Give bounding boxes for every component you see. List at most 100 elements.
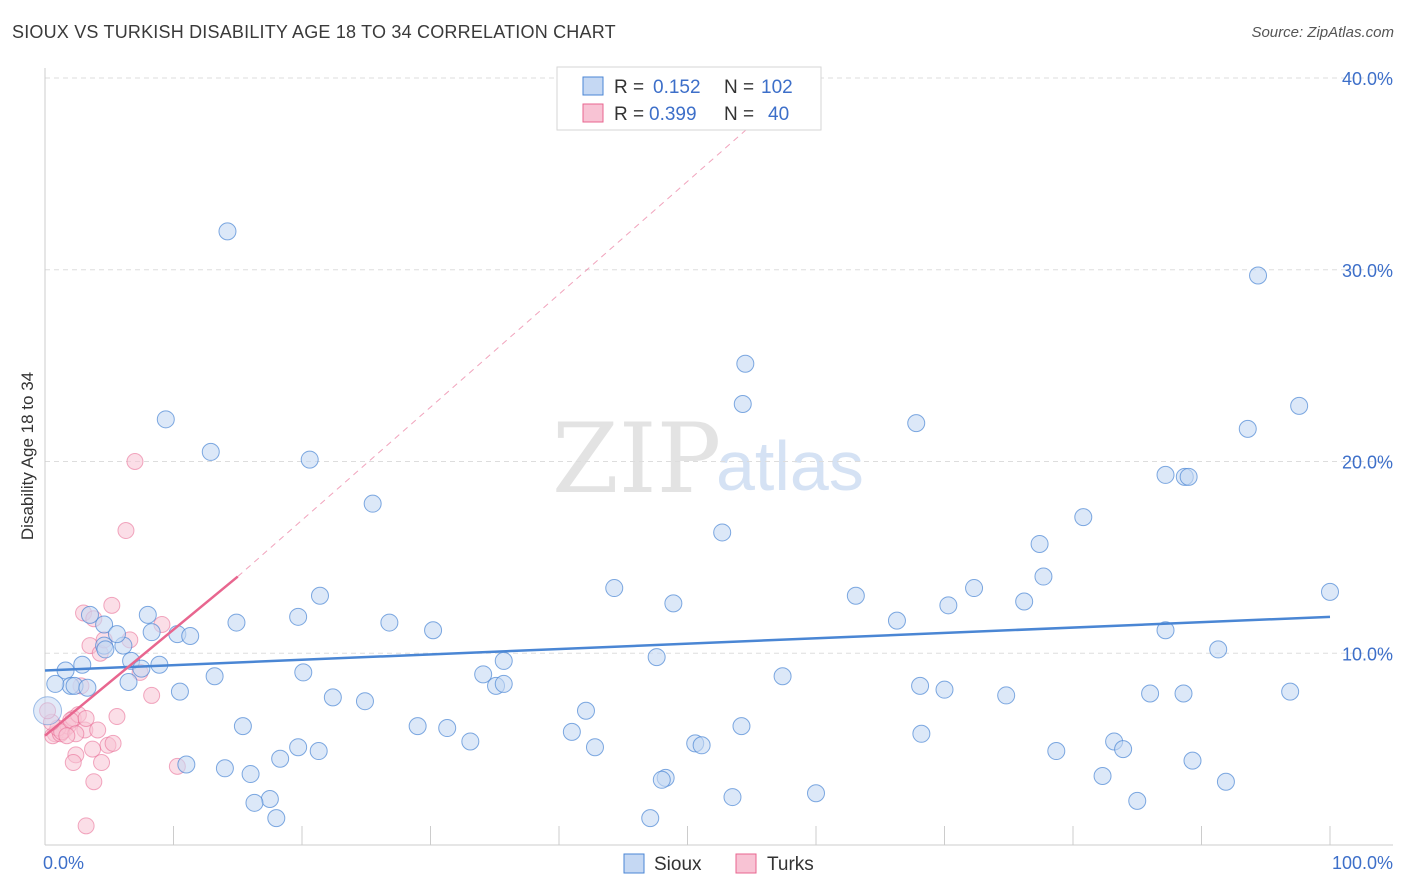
legend-r-value-sioux: 0.152: [653, 77, 701, 98]
bottom-legend-label-sioux: Sioux: [654, 854, 702, 875]
sioux-point: [156, 410, 175, 429]
sioux-point: [1183, 751, 1202, 770]
turks-point: [104, 734, 122, 752]
sioux-point: [562, 722, 581, 741]
turks-point: [117, 522, 135, 540]
turks-point: [58, 727, 76, 745]
sioux-point: [1281, 682, 1300, 701]
sioux-point: [380, 613, 399, 632]
bottom-legend-swatch-turks: [735, 853, 757, 874]
sioux-point: [245, 793, 264, 812]
turks-point: [77, 817, 95, 835]
sioux-point: [807, 784, 825, 803]
turks-trend-extension: [237, 68, 817, 577]
watermark-zip: ZIP: [552, 403, 721, 515]
sioux-point: [227, 613, 246, 632]
sioux-point: [733, 394, 752, 413]
sioux-point: [1290, 396, 1309, 415]
sioux-point: [271, 749, 290, 768]
sioux-point: [494, 651, 513, 670]
y-tick-label: 20.0%: [1342, 453, 1393, 473]
sioux-point: [96, 640, 115, 659]
turks-point: [108, 708, 126, 726]
sioux-point: [939, 596, 958, 615]
sioux-point: [408, 717, 427, 736]
sioux-point: [241, 765, 260, 784]
sioux-point: [773, 667, 792, 686]
sioux-point: [95, 615, 114, 634]
sioux-point: [605, 579, 624, 598]
y-tick-label: 10.0%: [1342, 644, 1393, 664]
bottom-legend: Sioux Turks: [623, 853, 814, 875]
sioux-point: [1034, 567, 1053, 586]
sioux-point: [201, 442, 220, 461]
y-tick-label: 40.0%: [1342, 69, 1393, 89]
legend-n-label-sioux: N =: [724, 77, 754, 98]
sioux-point: [355, 692, 374, 711]
sioux-point: [474, 665, 493, 684]
sioux-point: [1015, 592, 1034, 611]
sioux-point: [1128, 791, 1147, 810]
sioux-point: [736, 354, 755, 373]
sioux-point: [233, 717, 252, 736]
y-tick-label: 30.0%: [1342, 261, 1393, 281]
source-credit: Source: ZipAtlas.com: [1251, 24, 1394, 41]
sioux-point: [846, 586, 865, 605]
sioux-point: [907, 414, 926, 433]
turks-point: [84, 740, 102, 758]
turks-point: [77, 709, 95, 727]
sioux-point: [218, 222, 237, 241]
trend-lines: [44, 68, 1331, 737]
sioux-point: [289, 607, 308, 626]
legend-r-label-turks: R =: [614, 104, 644, 125]
sioux-point: [912, 724, 931, 743]
sioux-point: [494, 674, 513, 693]
sioux-point: [260, 789, 279, 808]
sioux-point: [692, 736, 711, 755]
sioux-point: [1047, 742, 1066, 761]
sioux-point: [323, 688, 342, 707]
sioux-point: [1209, 640, 1228, 659]
sioux-point: [1216, 772, 1235, 791]
sioux-series: [33, 222, 1339, 828]
x-tick-label-max: 100.0%: [1332, 853, 1393, 873]
sioux-point: [1321, 582, 1339, 601]
sioux-point: [177, 755, 196, 774]
legend-r-value-turks: 0.399: [649, 104, 697, 125]
sioux-point: [142, 623, 161, 642]
sioux-point: [138, 605, 157, 624]
sioux-point: [887, 611, 906, 630]
legend: R = 0.152 N = 102 R = 0.399 N = 40: [556, 66, 822, 131]
legend-r-label-sioux: R =: [614, 77, 644, 98]
y-axis-label: Disability Age 18 to 34: [18, 372, 37, 540]
sioux-point: [181, 626, 200, 645]
sioux-point: [664, 594, 683, 613]
sioux-point: [1030, 534, 1049, 553]
sioux-point: [309, 742, 328, 761]
y-tick-labels: 10.0% 20.0% 30.0% 40.0%: [1342, 69, 1393, 664]
turks-point: [103, 596, 121, 614]
sioux-point: [652, 770, 671, 789]
chart-title: SIOUX VS TURKISH DISABILITY AGE 18 TO 34…: [12, 22, 616, 42]
sioux-point: [289, 738, 308, 757]
sioux-point: [170, 682, 189, 701]
sioux-point: [78, 678, 97, 697]
legend-swatch-turks: [582, 103, 604, 123]
bottom-legend-swatch-sioux: [623, 853, 645, 874]
sioux-point: [647, 648, 666, 667]
sioux-point: [132, 659, 151, 678]
sioux-point: [1179, 467, 1198, 486]
legend-n-label-turks: N =: [724, 104, 754, 125]
gridlines: [45, 77, 1393, 654]
sioux-point: [935, 680, 954, 699]
sioux-point: [310, 586, 329, 605]
legend-swatch-sioux: [582, 76, 604, 96]
sioux-point: [107, 625, 126, 644]
sioux-point: [1114, 740, 1133, 759]
sioux-point: [1074, 508, 1093, 527]
sioux-point: [80, 605, 99, 624]
turks-point: [126, 453, 144, 470]
sioux-point: [363, 494, 382, 513]
turks-point: [89, 721, 107, 739]
